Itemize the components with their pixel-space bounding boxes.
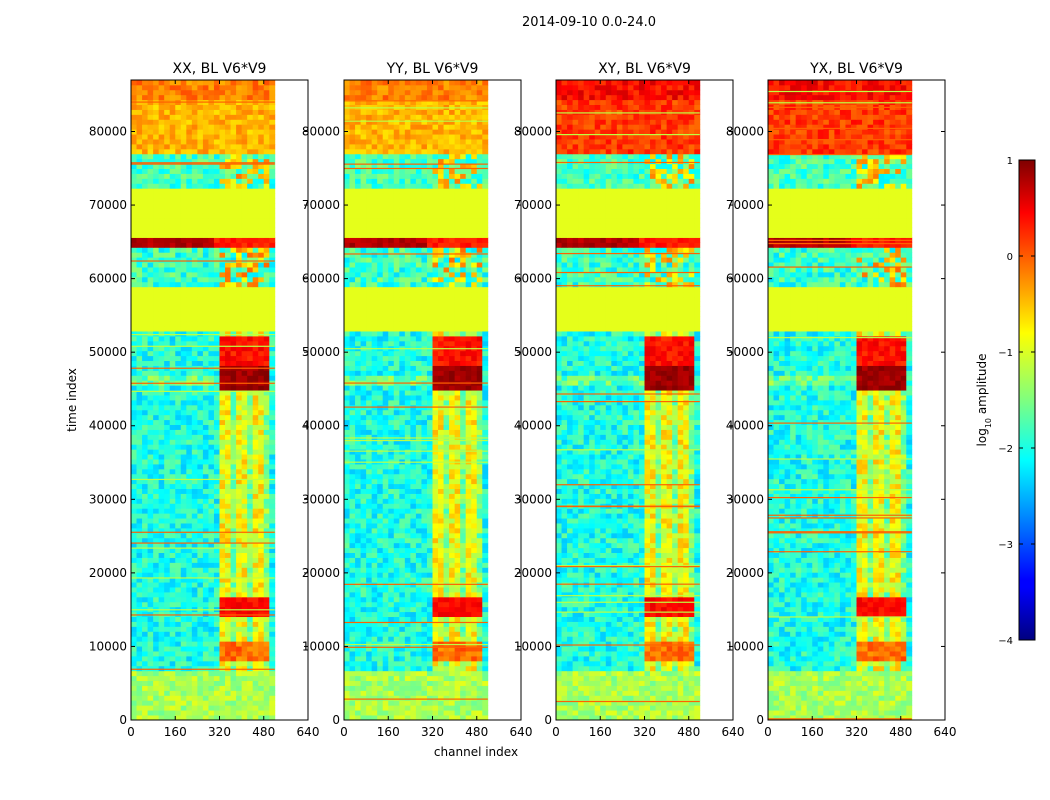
colorbar-gradient xyxy=(1018,159,1036,641)
colorbar-tick-label: −3 xyxy=(998,540,1013,551)
panel-3: XY, BL V6*V9 0 160 320 480 640 0 10000 20000 3000… xyxy=(514,61,745,739)
colorbar-tick-label: −2 xyxy=(998,444,1013,455)
y-ticks: 0 10000 20000 30000 40000 50000 60000 70000 8000… xyxy=(302,124,521,727)
y-tick-label: 50000 xyxy=(89,345,127,359)
y-tick-label: 50000 xyxy=(514,345,552,359)
y-tick-label: 0 xyxy=(756,713,764,727)
horizontal-stripes xyxy=(556,112,700,703)
heatmap-cells xyxy=(556,80,701,721)
y-tick-label: 30000 xyxy=(302,492,340,506)
x-tick-label: 640 xyxy=(934,725,957,739)
heatmap-cells xyxy=(131,80,276,721)
x-tick-label: 320 xyxy=(845,725,868,739)
y-tick-label: 30000 xyxy=(514,492,552,506)
x-tick-label: 0 xyxy=(127,725,135,739)
x-tick-label: 480 xyxy=(252,725,275,739)
y-ticks: 0 10000 20000 30000 40000 50000 60000 70000 8000… xyxy=(89,124,308,727)
y-tick-label: 50000 xyxy=(726,345,764,359)
colorbar: −4 −3 −2 −1 0 1 log10 amplitude xyxy=(975,156,1036,647)
colorbar-ticks: −4 −3 −2 −1 0 1 xyxy=(998,156,1035,647)
figure-title: 2014-09-10 0.0-24.0 xyxy=(522,15,656,30)
x-ticks: 0 160 320 480 640 xyxy=(127,80,319,739)
y-axis-label: time index xyxy=(65,368,79,432)
y-tick-label: 20000 xyxy=(514,566,552,580)
y-tick-label: 80000 xyxy=(89,124,127,138)
x-axis-label: channel index xyxy=(434,745,518,759)
colorbar-tick-label: 0 xyxy=(1007,252,1013,263)
x-tick-label: 160 xyxy=(164,725,187,739)
y-tick-label: 0 xyxy=(119,713,127,727)
x-tick-label: 640 xyxy=(722,725,745,739)
y-tick-label: 0 xyxy=(332,713,340,727)
y-tick-label: 60000 xyxy=(302,272,340,286)
y-tick-label: 80000 xyxy=(514,124,552,138)
colorbar-tick-label: −4 xyxy=(998,636,1013,647)
y-tick-label: 10000 xyxy=(514,639,552,653)
y-tick-label: 70000 xyxy=(726,198,764,212)
y-ticks: 0 10000 20000 30000 40000 50000 60000 70000 8000… xyxy=(514,124,733,727)
x-tick-label: 320 xyxy=(208,725,231,739)
y-tick-label: 40000 xyxy=(89,419,127,433)
colorbar-tick-label: −1 xyxy=(998,348,1013,359)
y-tick-label: 60000 xyxy=(726,272,764,286)
y-tick-label: 80000 xyxy=(302,124,340,138)
y-ticks: 0 10000 20000 30000 40000 50000 60000 70000 8000… xyxy=(726,124,945,727)
y-tick-label: 10000 xyxy=(302,639,340,653)
y-tick-label: 40000 xyxy=(514,419,552,433)
y-tick-label: 40000 xyxy=(302,419,340,433)
x-ticks: 0 160 320 480 640 xyxy=(552,80,744,739)
y-tick-label: 60000 xyxy=(514,272,552,286)
y-tick-label: 20000 xyxy=(726,566,764,580)
y-tick-label: 10000 xyxy=(89,639,127,653)
x-tick-label: 480 xyxy=(465,725,488,739)
y-tick-label: 30000 xyxy=(89,492,127,506)
horizontal-stripes xyxy=(768,90,912,720)
heatmap-cells xyxy=(768,80,913,721)
x-tick-label: 640 xyxy=(297,725,320,739)
x-tick-label: 160 xyxy=(801,725,824,739)
horizontal-stripes xyxy=(131,101,275,670)
heatmap-cells xyxy=(344,80,489,721)
colorbar-tick-label: 1 xyxy=(1007,156,1013,167)
colorbar-label: log10 amplitude xyxy=(975,354,993,447)
y-tick-label: 60000 xyxy=(89,272,127,286)
y-tick-label: 50000 xyxy=(302,345,340,359)
x-tick-label: 0 xyxy=(764,725,772,739)
horizontal-stripes xyxy=(344,100,488,700)
panel-1: XX, BL V6*V9 0 160 320 480 640 0 10000 20000 3000… xyxy=(89,61,320,739)
x-tick-label: 320 xyxy=(633,725,656,739)
y-tick-label: 40000 xyxy=(726,419,764,433)
x-tick-label: 0 xyxy=(340,725,348,739)
y-tick-label: 80000 xyxy=(726,124,764,138)
panel-4: YX, BL V6*V9 0 160 320 480 640 0 10000 20000 3000… xyxy=(726,61,957,739)
x-ticks: 0 160 320 480 640 xyxy=(764,80,956,739)
y-tick-label: 20000 xyxy=(89,566,127,580)
y-tick-label: 70000 xyxy=(89,198,127,212)
heatmap-panels: XX, BL V6*V9 0 160 320 480 640 0 10000 20000 3000… xyxy=(89,61,957,739)
y-tick-label: 20000 xyxy=(302,566,340,580)
y-tick-label: 70000 xyxy=(302,198,340,212)
y-tick-label: 30000 xyxy=(726,492,764,506)
x-tick-label: 160 xyxy=(589,725,612,739)
panel-title: YX, BL V6*V9 xyxy=(809,61,903,77)
x-tick-label: 480 xyxy=(677,725,700,739)
x-tick-label: 320 xyxy=(421,725,444,739)
x-tick-label: 480 xyxy=(889,725,912,739)
colorbar-label-subscript: 10 xyxy=(984,418,993,428)
y-tick-label: 0 xyxy=(544,713,552,727)
panel-title: YY, BL V6*V9 xyxy=(386,61,479,77)
colorbar-label-rest: amplitude xyxy=(975,354,989,418)
x-tick-label: 640 xyxy=(510,725,533,739)
panel-title: XY, BL V6*V9 xyxy=(598,61,691,77)
x-tick-label: 160 xyxy=(377,725,400,739)
y-tick-label: 10000 xyxy=(726,639,764,653)
y-tick-label: 70000 xyxy=(514,198,552,212)
x-ticks: 0 160 320 480 640 xyxy=(340,80,532,739)
panel-2: YY, BL V6*V9 0 160 320 480 640 0 10000 20000 3000… xyxy=(302,61,533,739)
colorbar-label-base: log xyxy=(975,428,989,446)
panel-title: XX, BL V6*V9 xyxy=(173,61,267,77)
x-tick-label: 0 xyxy=(552,725,560,739)
